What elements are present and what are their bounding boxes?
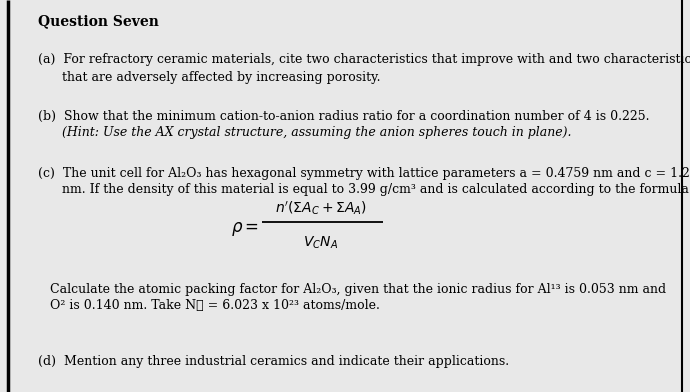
Text: $n'(\Sigma A_C + \Sigma A_A)$: $n'(\Sigma A_C + \Sigma A_A)$ [275, 199, 367, 216]
Text: (a)  For refractory ceramic materials, cite two characteristics that improve wit: (a) For refractory ceramic materials, ci… [38, 53, 690, 66]
Text: $\rho =$: $\rho =$ [231, 220, 259, 238]
Text: (c)  The unit cell for Al₂O₃ has hexagonal symmetry with lattice parameters a = : (c) The unit cell for Al₂O₃ has hexagona… [38, 167, 690, 180]
Text: Question Seven: Question Seven [38, 14, 159, 28]
Text: O² is 0.140 nm. Take N⁁ = 6.023 x 10²³ atoms/mole.: O² is 0.140 nm. Take N⁁ = 6.023 x 10²³ a… [38, 299, 380, 312]
Text: (d)  Mention any three industrial ceramics and indicate their applications.: (d) Mention any three industrial ceramic… [38, 355, 509, 368]
Text: (Hint: Use the AX crystal structure, assuming the anion spheres touch in plane).: (Hint: Use the AX crystal structure, ass… [38, 126, 571, 139]
Text: that are adversely affected by increasing porosity.: that are adversely affected by increasin… [38, 71, 380, 83]
Text: nm. If the density of this material is equal to 3.99 g/cm³ and is calculated acc: nm. If the density of this material is e… [38, 183, 689, 196]
Text: Calculate the atomic packing factor for Al₂O₃, given that the ionic radius for A: Calculate the atomic packing factor for … [38, 283, 666, 296]
Text: (b)  Show that the minimum cation-to-anion radius ratio for a coordination numbe: (b) Show that the minimum cation-to-anio… [38, 110, 649, 123]
Text: $V_C N_A$: $V_C N_A$ [304, 235, 338, 251]
